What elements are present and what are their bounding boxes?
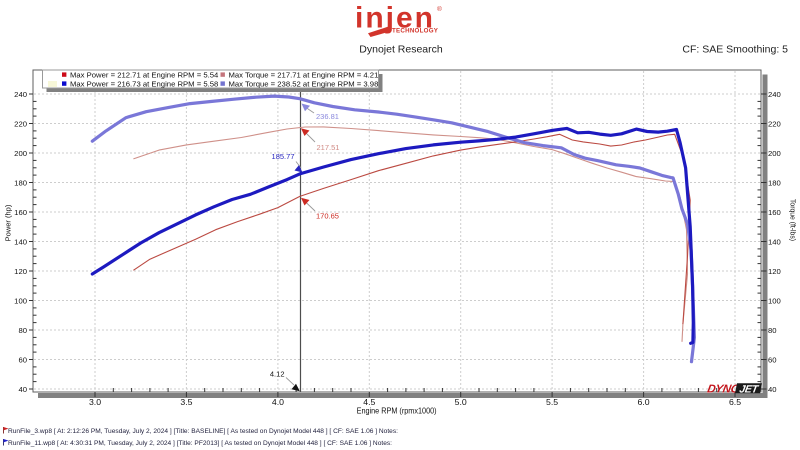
svg-text:40: 40 [768,385,777,394]
svg-text:100: 100 [768,296,781,305]
svg-text:240: 240 [768,90,781,99]
svg-text:160: 160 [14,208,27,217]
svg-text:6.5: 6.5 [729,397,741,407]
svg-text:217.51: 217.51 [317,143,340,152]
svg-text:200: 200 [14,149,27,158]
svg-text:5.5: 5.5 [546,397,558,407]
svg-text:Max Power = 216.73 at Engine R: Max Power = 216.73 at Engine RPM = 5.58 [70,79,218,88]
svg-text:Engine RPM (rpmx1000): Engine RPM (rpmx1000) [357,406,437,415]
svg-text:60: 60 [768,355,777,364]
svg-text:180: 180 [14,178,27,187]
svg-text:140: 140 [14,237,27,246]
svg-text:3.5: 3.5 [180,397,192,407]
svg-text:RunFile_11.wp8 [ At: 4:30:31 P: RunFile_11.wp8 [ At: 4:30:31 PM, Tuesday… [8,440,392,447]
svg-text:120: 120 [768,267,781,276]
svg-text:236.81: 236.81 [316,112,339,121]
svg-text:170.65: 170.65 [316,212,339,221]
svg-text:Power (hp): Power (hp) [4,204,13,241]
svg-text:80: 80 [768,326,777,335]
svg-text:®: ® [437,5,442,13]
svg-text:Max Torque = 217.71 at Engine: Max Torque = 217.71 at Engine RPM = 4.21 [229,70,379,79]
svg-text:185.77: 185.77 [272,152,295,161]
svg-text:160: 160 [768,208,781,217]
svg-text:4.5: 4.5 [363,397,375,407]
svg-text:220: 220 [14,119,27,128]
svg-text:Max Torque = 238.52 at Engine: Max Torque = 238.52 at Engine RPM = 3.98 [229,79,379,88]
svg-text:120: 120 [14,267,27,276]
svg-text:240: 240 [14,90,27,99]
svg-text:4.0: 4.0 [272,397,284,407]
svg-text:220: 220 [768,119,781,128]
svg-text:60: 60 [18,355,27,364]
svg-text:JET: JET [738,383,760,395]
svg-text:4.12: 4.12 [270,370,285,379]
svg-text:6.0: 6.0 [638,397,650,407]
svg-text:40: 40 [18,385,27,394]
svg-text:200: 200 [768,149,781,158]
svg-text:Max Power = 212.71 at Engine R: Max Power = 212.71 at Engine RPM = 5.54 [70,70,219,79]
svg-text:Torque (ft-lbs): Torque (ft-lbs) [789,199,798,241]
svg-text:80: 80 [18,326,27,335]
svg-text:DYNO: DYNO [706,384,740,396]
svg-text:Dynojet Research: Dynojet Research [359,43,443,55]
svg-text:TECHNOLOGY: TECHNOLOGY [392,28,439,35]
svg-text:CF: SAE Smoothing: 5: CF: SAE Smoothing: 5 [682,44,788,56]
svg-text:3.0: 3.0 [89,397,101,407]
svg-text:180: 180 [768,178,781,187]
svg-text:RunFile_3.wp8 [ At: 2:12:26 PM: RunFile_3.wp8 [ At: 2:12:26 PM, Tuesday,… [8,428,398,435]
svg-text:100: 100 [14,296,27,305]
svg-text:140: 140 [768,237,781,246]
svg-text:injen: injen [355,2,435,35]
svg-text:5.0: 5.0 [455,397,467,407]
